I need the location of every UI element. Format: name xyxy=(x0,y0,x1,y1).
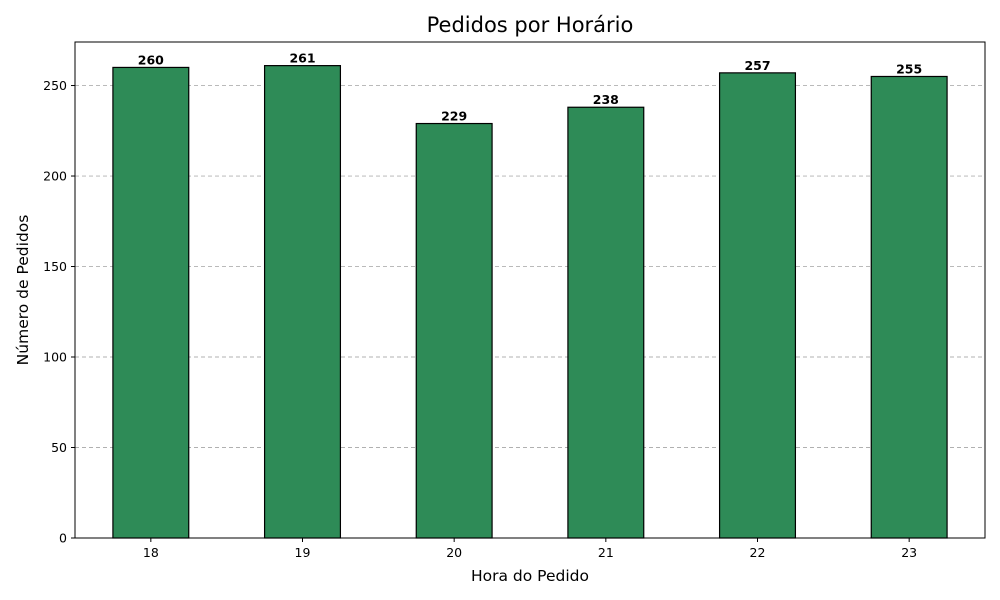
y-tick-label: 250 xyxy=(43,78,67,93)
x-tick-label: 23 xyxy=(901,545,917,560)
y-axis-ticks: 0 50 100 150 200 250 xyxy=(43,78,75,546)
y-tick-label: 0 xyxy=(59,531,67,546)
data-label: 260 xyxy=(138,52,164,67)
chart-title: Pedidos por Horário xyxy=(427,13,634,37)
bar xyxy=(870,75,948,539)
y-tick-label: 200 xyxy=(43,169,67,184)
bar xyxy=(567,106,645,539)
x-axis-label: Hora do Pedido xyxy=(471,567,589,585)
x-axis-ticks: 18 19 20 21 22 23 xyxy=(143,538,917,560)
y-tick-label: 100 xyxy=(43,350,67,365)
x-tick-label: 20 xyxy=(446,545,462,560)
data-label: 229 xyxy=(441,109,467,124)
x-tick-label: 18 xyxy=(143,545,159,560)
bar xyxy=(263,65,342,539)
x-tick-label: 21 xyxy=(598,545,614,560)
bar xyxy=(718,72,797,539)
bar xyxy=(415,122,493,539)
data-label: 238 xyxy=(593,92,619,107)
bars xyxy=(112,65,948,539)
y-tick-label: 150 xyxy=(43,259,67,274)
data-label: 257 xyxy=(744,58,770,73)
bar xyxy=(112,66,190,539)
data-label: 255 xyxy=(896,61,922,76)
x-tick-label: 19 xyxy=(295,545,311,560)
y-axis-label: Número de Pedidos xyxy=(14,215,32,366)
data-label: 261 xyxy=(289,51,315,66)
y-tick-label: 50 xyxy=(51,440,67,455)
plot-frame xyxy=(74,41,986,539)
x-tick-label: 22 xyxy=(750,545,766,560)
grid-lines xyxy=(75,85,985,539)
data-labels: 260 261 229 238 257 255 xyxy=(138,51,922,124)
